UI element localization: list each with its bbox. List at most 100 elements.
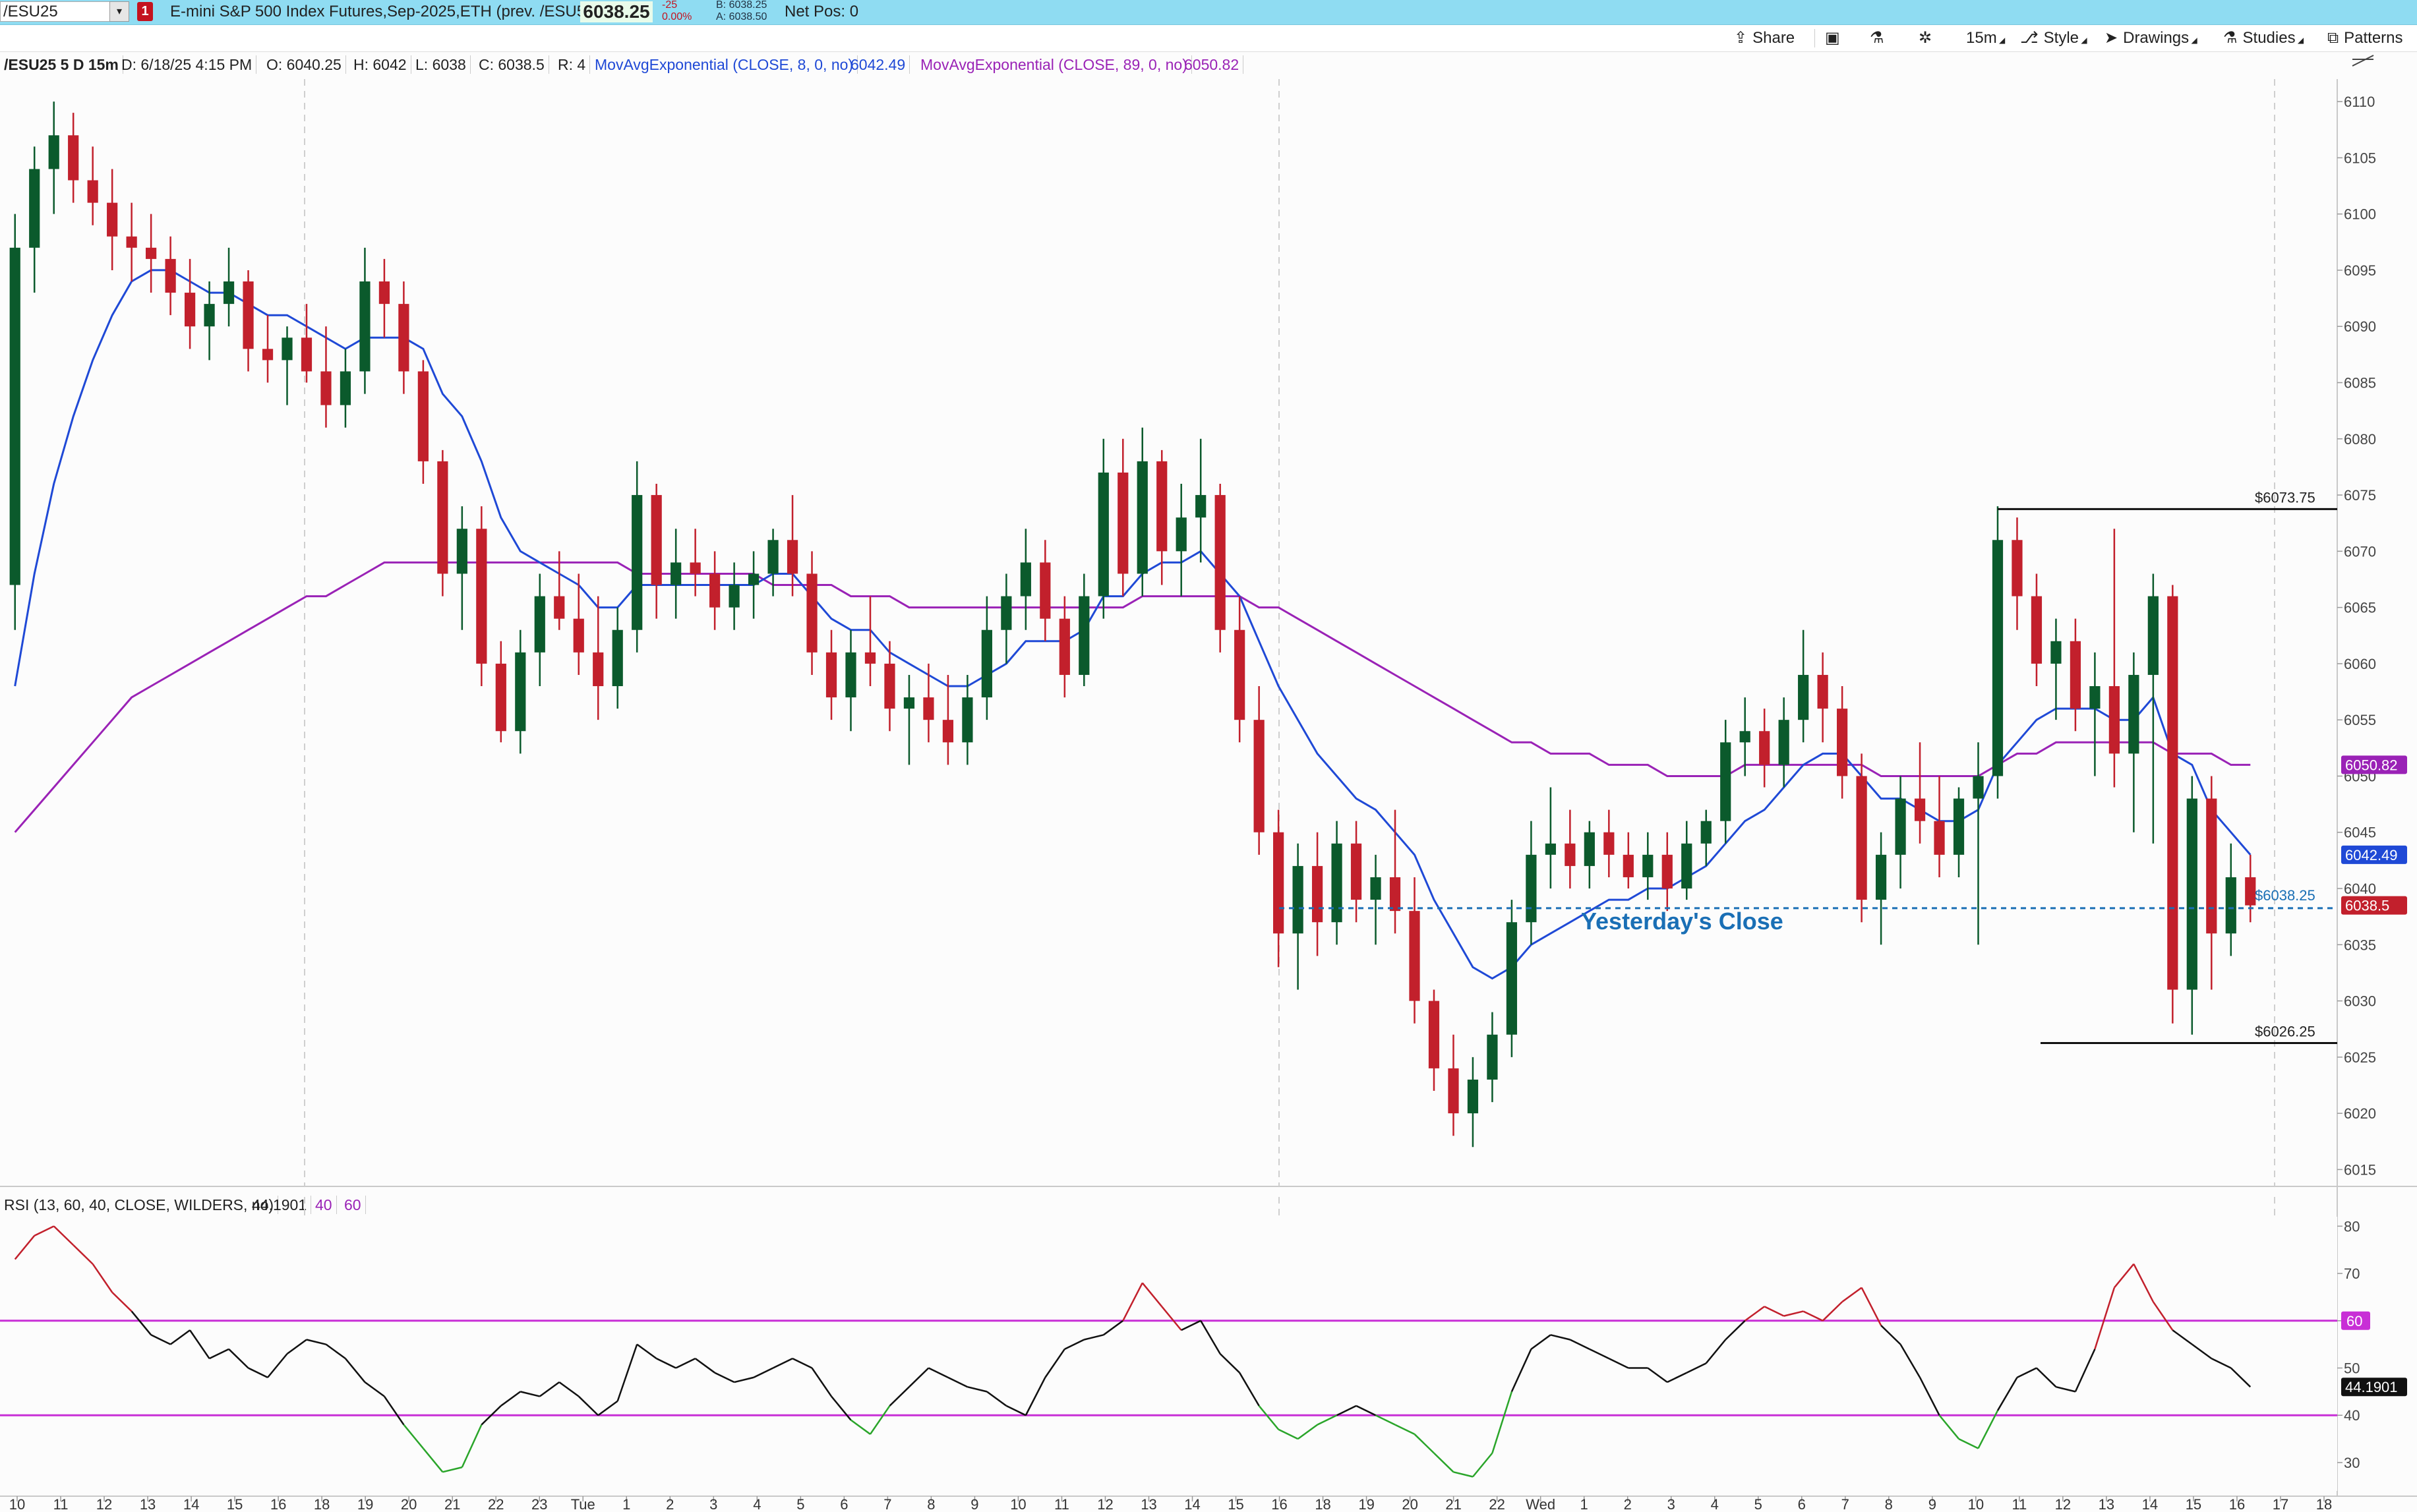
share-button[interactable]: ⇪ Share [1734,28,1795,49]
symbol-input[interactable]: /ESU25 [0,1,111,22]
cursor-icon: ➤ [2104,29,2118,47]
candle [1467,1057,1479,1148]
time-tick-label: 1 [622,1496,630,1512]
candle-body [1914,798,1926,821]
rsi-segment [1510,1349,1532,1392]
link-group-flag[interactable]: 1 [137,2,153,21]
rsi-segment [2152,1301,2174,1331]
rsi-tick-label: 40 [2344,1407,2360,1424]
candle [2245,854,2256,923]
price-tick-label: 6030 [2344,993,2376,1010]
studies-button[interactable]: ⚗ Studies ◢ [2223,28,2304,49]
time-tick-label: 8 [927,1496,935,1512]
candle [1176,484,1187,596]
price-tick-label: 6015 [2344,1161,2376,1178]
price-pane: 6015602060256030603560406045605060556060… [0,55,2417,1496]
net-position: Net Pos: 0 [785,3,859,20]
timeframe-label: 15m [1966,29,1997,47]
candle [1759,709,1770,788]
candle [1934,776,1945,877]
time-tick-label: 13 [1141,1496,1156,1512]
ema89-label[interactable]: MovAvgExponential (CLOSE, 89, 0, no) [916,55,1192,74]
candle [223,247,235,327]
snapshot-button[interactable]: ▣ [1825,28,1845,49]
candle-body [651,495,662,585]
rsi-segment [1005,1405,1027,1416]
rsi-segment [1569,1339,1590,1350]
rsi-segment [364,1381,385,1397]
rsi-segment [597,1400,618,1416]
rsi-segment [869,1405,891,1435]
rsi-segment [2074,1349,2096,1392]
ema8-label[interactable]: MovAvgExponential (CLOSE, 8, 0, no) [591,55,858,74]
rsi-lower-label: 40 [311,1196,337,1214]
candle-body [1467,1079,1479,1114]
rsi-pane: 30 40 50 60 70 80 60 44.1901 [0,1197,2407,1491]
candle-body [1001,596,1012,630]
rsi-segment [1783,1310,1804,1317]
rsi-value: 44.1901 [248,1196,312,1214]
last-price-badge: 6038.5 [2341,896,2407,915]
candle-body [1584,832,1595,866]
ema8-price-badge-text: 6042.49 [2345,847,2398,863]
candle [29,146,40,293]
rsi-segment [753,1367,774,1378]
patterns-button[interactable]: ⧉ Patterns [2327,28,2403,49]
time-axis: 10 11 12 13 14 15 16 18 19 20 21 22 23 Tue 1 2 3 4 5 6 7 8 9 10… [0,1496,2417,1512]
candle-body [29,169,40,248]
candle-body [923,697,934,720]
candle-body [2206,798,2217,934]
rsi-segment [1589,1348,1609,1360]
price-tick-label: 6085 [2344,375,2376,392]
candle [204,281,215,361]
rsi-label[interactable]: RSI (13, 60, 40, CLOSE, WILDERS, no) [0,1196,279,1214]
candle [1389,809,1401,934]
rsi-segment [1064,1339,1085,1350]
rsi-segment [247,1367,268,1378]
rsi-segment [1861,1287,1882,1326]
candle [1720,720,1731,844]
style-icon: ⎇ [2020,29,2039,47]
rsi-segment [1297,1424,1318,1440]
rsi-segment [2094,1287,2116,1350]
time-tick-label: 15 [2186,1496,2201,1512]
timeframe-button[interactable]: 15m ◢ [1966,28,2005,49]
drawings-button[interactable]: ➤ Drawings ◢ [2104,28,2197,49]
bar-date: D: 6/18/25 4:15 PM [117,55,257,74]
time-tick-label: 9 [970,1496,978,1512]
candle [632,461,643,653]
candle [1448,1034,1459,1136]
time-tick-label: 7 [883,1496,891,1512]
style-button[interactable]: ⎇ Style ◢ [2020,28,2087,49]
candle-body [165,258,176,293]
price-tick-label: 6040 [2344,881,2376,897]
candle-body [2167,596,2178,990]
candle [301,304,313,383]
rsi-pane-bg [0,1217,2337,1491]
rsi-tick-label: 80 [2344,1218,2360,1235]
time-tick-label: 10 [1010,1496,1026,1512]
bar-range: R: 4 [554,55,591,74]
candle-body [1973,776,1984,799]
rsi-segment [1258,1405,1280,1430]
settings-button[interactable]: ✲ [1919,28,1937,49]
candle [456,506,467,630]
candle-body [2225,877,2236,934]
rsi-segment [481,1405,502,1426]
candle [1409,877,1420,1024]
rsi-segment [1025,1377,1046,1416]
candle-body [845,652,856,698]
candle [1156,450,1168,585]
rsi-segment [1764,1306,1785,1317]
rsi-segment [1899,1344,1921,1378]
candle-body [1195,495,1207,518]
symbol-dropdown-button[interactable]: ▾ [109,1,129,22]
candle [1603,809,1615,877]
rsi-segment [1317,1414,1338,1426]
lab-button[interactable]: ⚗ [1870,28,1890,49]
bar-open: O: 6040.25 [262,55,346,74]
candle [2012,517,2023,630]
candle [1992,506,2004,799]
style-label: Style [2043,29,2079,47]
